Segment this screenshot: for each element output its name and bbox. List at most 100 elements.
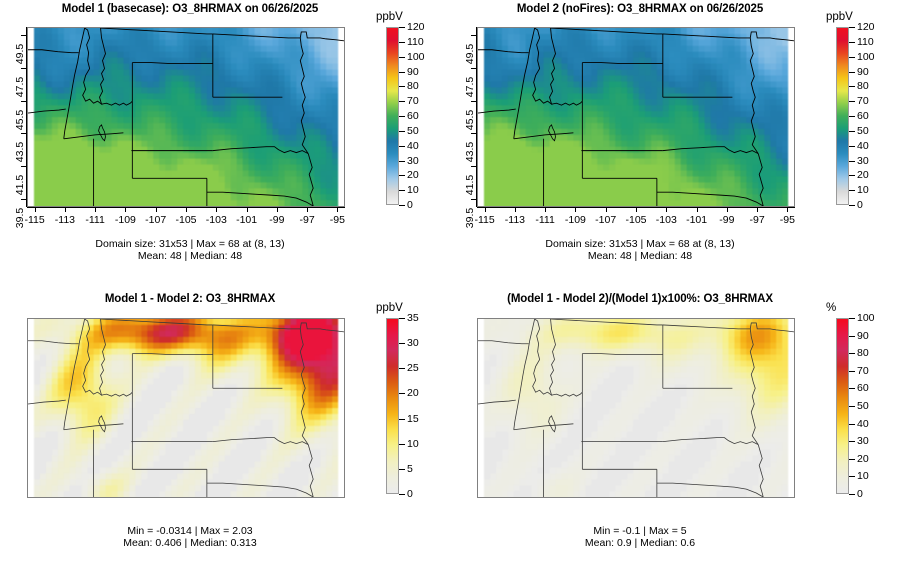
y-tick-label: 49.5 [464,43,476,65]
colorbar-title: ppbV [376,11,403,23]
colorbar-tick [399,116,405,117]
colorbar-tick [399,86,405,88]
y-tick [471,100,477,102]
y-axis-line [476,27,477,207]
x-tick [186,207,187,212]
colorbar-tick [849,160,855,162]
colorbar-tick-label: 20 [407,169,419,182]
map-frame-pct-diff [477,318,795,498]
colorbar-tick-label: 10 [407,184,419,197]
colorbar-gradient [386,318,399,494]
colorbar-tick [399,318,405,319]
y-tick [471,35,477,37]
colorbar-tick-label: 20 [857,169,869,182]
colorbar-tick [849,86,855,88]
colorbar-tick [849,494,855,495]
y-tick [471,133,477,135]
colorbar-tick-label: 70 [857,95,869,108]
y-tick [471,166,477,168]
colorbar-tick-label: 100 [857,312,875,324]
colorbar-tick [849,406,855,407]
colorbar-tick-label: 70 [857,364,869,377]
x-tick-label: -95 [329,214,345,226]
y-tick [21,166,27,168]
colorbar-tick-label: 25 [407,362,419,375]
x-tick [95,207,97,212]
colorbar-tick [399,443,405,445]
state-boundaries-3 [28,319,344,497]
colorbar-tick-label: 0 [857,488,863,500]
colorbar-tick-label: 50 [857,400,869,412]
colorbar-tick [849,27,855,28]
colorbar-tick [399,494,405,495]
x-tick-label: -107 [145,214,167,226]
colorbar-tick [849,353,855,355]
colorbar-title: % [826,302,837,314]
x-tick-label: -105 [175,214,197,226]
colorbar-gradient [386,27,399,205]
colorbar-tick [849,335,855,337]
colorbar-tick-label: 0 [857,199,863,211]
map-frame-abs-diff [27,318,345,498]
ozone-raster-model1 [28,28,344,206]
panel-model1: Model 1 (basecase): O3_8HRMAX on 06/26/2… [0,0,450,289]
y-tick-label: 49.5 [14,43,26,65]
stats-pct-diff-b: Mean: 0.9 | Median: 0.6 [584,537,696,549]
x-tick [787,207,789,212]
x-tick-label: -101 [236,214,258,226]
x-tick [605,207,607,212]
colorbar-tick [849,130,855,132]
x-tick-label: -107 [595,214,617,226]
page-title-3: Model 1 - Model 2: O3_8HRMAX [104,293,276,305]
y-tick [21,133,27,135]
x-tick [307,207,309,212]
colorbar-tick [399,56,405,58]
colorbar-tick-label: 20 [857,452,869,465]
x-tick [337,207,339,212]
colorbar-tick [399,393,405,395]
x-tick-label: -113 [54,214,76,226]
colorbar-tick [399,175,405,177]
x-tick-label: -99 [269,214,285,226]
x-tick-label: -97 [749,214,765,226]
y-axis-model2: 39.5 41.5 43.5 45.5 47.5 49.5 [450,27,477,228]
x-tick-label: -95 [779,214,795,226]
colorbar-title: ppbV [826,11,853,23]
y-tick [21,67,27,69]
colorbar-tick-label: 80 [857,347,869,360]
y-axis-line [26,27,27,207]
colorbar-title: ppbV [376,302,403,314]
stats-model1: Domain size: 31x53 | Max = 68 at (8, 13) [95,238,285,250]
state-boundaries [28,28,344,206]
y-tick [21,35,27,37]
panel-pct-diff: (Model 1 - Model 2)/(Model 1)x100%: O3_8… [450,290,900,579]
page-title: Model 1 (basecase): O3_8HRMAX on 06/26/2… [61,3,319,15]
colorbar-tick-label: 110 [407,35,424,48]
colorbar-tick-label: 120 [407,21,425,33]
x-tick [545,207,547,212]
colorbar-tick-label: 50 [407,124,419,137]
colorbar-tick [849,56,855,58]
stats-abs-diff-b: Mean: 0.406 | Median: 0.313 [123,537,257,549]
colorbar-tick-label: 0 [407,488,413,500]
colorbar-tick-label: 70 [407,95,419,108]
x-tick [757,207,759,212]
x-tick [666,207,668,212]
colorbar-tick [849,41,855,43]
colorbar-tick-label: 5 [407,462,413,475]
x-tick [125,207,127,212]
colorbar-tick [399,368,405,370]
colorbar-tick [849,145,855,147]
colorbar-gradient [836,27,849,205]
colorbar-tick [849,388,855,390]
colorbar-tick [399,468,405,470]
colorbar-tick-label: 30 [407,337,419,350]
colorbar-tick-label: 10 [857,184,869,197]
stats-model2: Domain size: 31x53 | Max = 68 at (8, 13) [545,238,735,250]
y-tick [471,67,477,69]
x-tick [575,207,577,212]
colorbar-tick-label: 60 [857,110,869,122]
colorbar-tick-label: 40 [407,139,419,152]
x-axis-model2: -115 -113 -111 -109 -107 -105 -103 -101 -99 -97 -9… [474,207,795,237]
x-tick-label: -103 [205,214,227,226]
